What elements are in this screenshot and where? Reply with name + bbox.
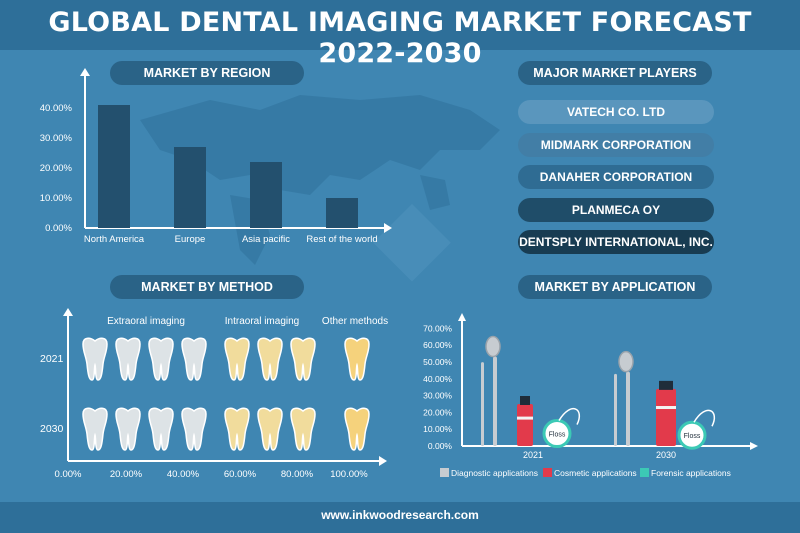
app-y-tick: 60.00% [423,340,452,350]
legend-swatch [543,468,552,477]
tooth-icon [115,407,141,451]
method-x-arrow [379,456,387,466]
tooth-icon [82,407,108,451]
app-x-tick: 2030 [656,450,676,460]
app-y-tick: 10.00% [423,424,452,434]
region-x-tick: North America [84,234,145,245]
legend-label: Diagnostic applications [451,468,538,478]
tooth-icon [344,337,370,381]
page-title: GLOBAL DENTAL IMAGING MARKET FORECAST 20… [48,7,752,69]
footer-bar [0,502,800,533]
tooth-icon [115,337,141,381]
tooth-icon [257,337,283,381]
method-category-label: Extraoral imaging [107,316,185,327]
region-y-tick: 40.00% [40,103,73,114]
region-y-tick: 20.00% [40,163,73,174]
tooth-icon [290,337,316,381]
region-bar [250,162,282,228]
diagnostic-mark [481,335,501,446]
method-row-label: 2030 [40,423,64,435]
tooth-icon [181,407,207,451]
legend-label: Cosmetic applications [554,468,637,478]
cosmetic-mark [656,380,676,446]
method-y-arrow [63,308,73,316]
tooth-icon [82,337,108,381]
method-heading: MARKET BY METHOD [110,275,304,299]
website-link[interactable]: www.inkwoodresearch.com [321,508,479,522]
tooth-icon [148,407,174,451]
floss-label: Floss [549,432,566,439]
legend-label: Forensic applications [651,468,731,478]
method-category-label: Intraoral imaging [225,316,299,327]
legend-swatch [440,468,449,477]
tooth-icon [181,337,207,381]
players-heading: MAJOR MARKET PLAYERS [518,61,712,85]
title-bar [0,0,800,50]
region-x-arrow [384,223,392,233]
app-y-tick: 0.00% [428,441,453,451]
player-item: PLANMECA OY [518,197,714,222]
method-x-tick: 0.00% [55,469,82,480]
player-item: DANAHER CORPORATION [518,165,714,189]
forensic-mark [677,409,715,450]
app-y-tick: 30.00% [423,391,452,401]
player-item: DENTSPLY INTERNATIONAL, INC. [518,230,714,254]
app-x-arrow [750,442,758,450]
tooth-icon [148,337,174,381]
player-item: MIDMARK CORPORATION [518,132,714,157]
region-bar [174,147,206,228]
method-x-tick: 80.00% [281,469,314,480]
app-x-tick: 2021 [523,450,543,460]
legend-swatch [640,468,649,477]
forensic-mark [542,408,580,449]
region-x-tick: Europe [175,234,206,245]
region-y-arrow [80,68,90,76]
app-y-tick: 50.00% [423,357,452,367]
tooth-icon [290,407,316,451]
region-y-tick: 30.00% [40,133,73,144]
player-item: VATECH CO. LTD [518,100,714,124]
app-y-tick: 70.00% [423,323,452,333]
region-heading: MARKET BY REGION [110,61,304,85]
region-y-tick: 0.00% [45,223,72,234]
app-y-tick: 40.00% [423,374,452,384]
tooth-icon [257,407,283,451]
app-y-tick: 20.00% [423,407,452,417]
method-category-label: Other methods [322,316,388,327]
cosmetic-mark [517,396,533,446]
floss-label: Floss [684,433,701,440]
method-row-label: 2021 [40,353,64,365]
region-x-tick: Rest of the world [306,234,377,245]
tooth-icon [224,407,250,451]
application-heading: MARKET BY APPLICATION [518,275,712,299]
method-x-tick: 40.00% [167,469,200,480]
region-x-tick: Asia pacific [242,234,290,245]
app-y-arrow [458,313,466,321]
tooth-icon [224,337,250,381]
diagnostic-mark [614,350,634,446]
tooth-icon [344,407,370,451]
region-y-tick: 10.00% [40,193,73,204]
method-x-tick: 60.00% [224,469,257,480]
method-x-tick: 20.00% [110,469,143,480]
region-bar [326,198,358,228]
region-bar [98,105,130,228]
method-x-tick: 100.00% [330,469,368,480]
